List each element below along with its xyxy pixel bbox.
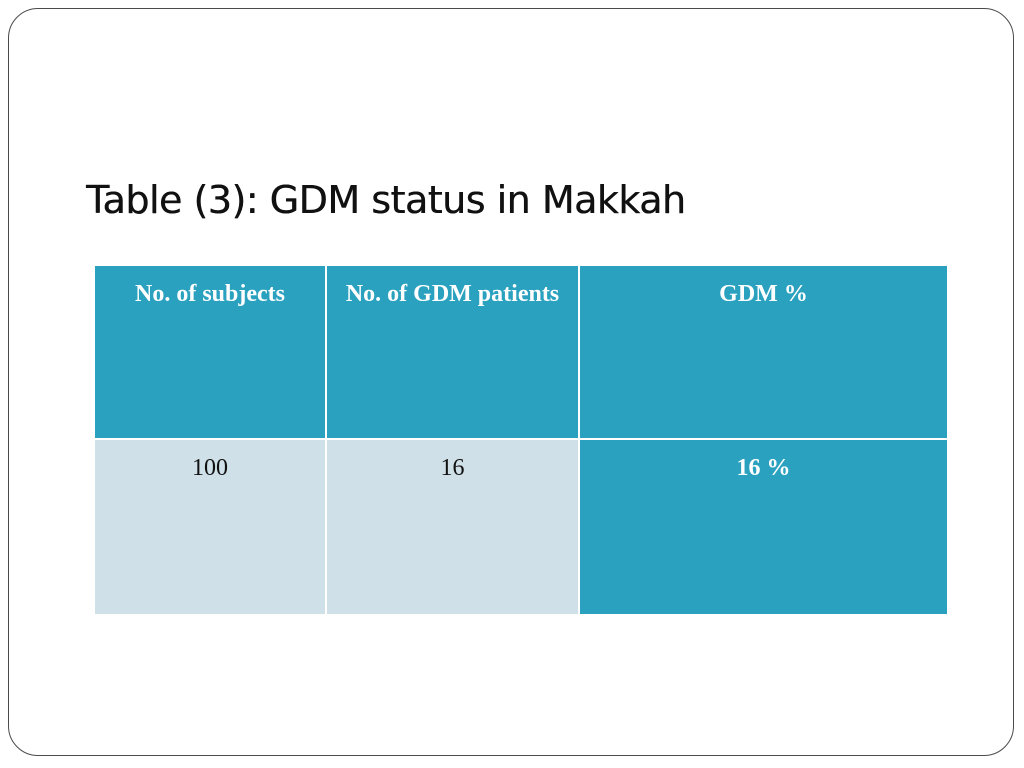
header-cell-gdm-patients: No. of GDM patients (325, 264, 580, 440)
slide-title: Table (3): GDM status in Makkah (86, 178, 686, 222)
gdm-status-table: No. of subjects No. of GDM patients GDM … (93, 264, 949, 616)
header-cell-subjects: No. of subjects (93, 264, 327, 440)
header-cell-gdm-percent: GDM % (578, 264, 949, 440)
table-row: 100 16 16 % (93, 438, 949, 616)
cell-subjects: 100 (93, 438, 327, 616)
cell-gdm-patients: 16 (325, 438, 580, 616)
table-header-row: No. of subjects No. of GDM patients GDM … (93, 264, 949, 440)
cell-gdm-percent: 16 % (578, 438, 949, 616)
